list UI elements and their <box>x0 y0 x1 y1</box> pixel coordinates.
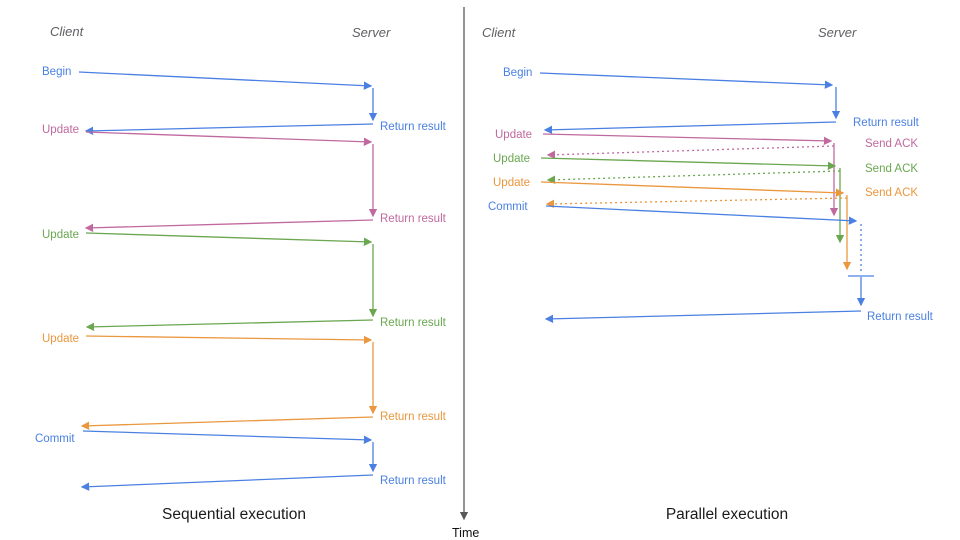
update1-return-arrow <box>84 219 374 233</box>
op-label-update2: Update <box>42 229 79 241</box>
commit-return-arrow <box>544 310 862 324</box>
update3-request-arrow <box>540 181 845 197</box>
begin-return-arrow <box>543 121 837 135</box>
begin-request-arrow <box>78 71 373 90</box>
begin-result-label: Return result <box>853 117 920 129</box>
parallel-caption: Parallel execution <box>666 506 788 523</box>
update2-request-arrow <box>540 157 837 171</box>
time-axis-label: Time <box>452 526 479 540</box>
server-header: Server <box>352 25 391 40</box>
update2-ack-arrow <box>546 170 841 185</box>
op-label-begin: Begin <box>42 66 71 78</box>
commit-return-arrow <box>80 474 374 491</box>
op-label-commit: Commit <box>488 201 528 213</box>
client-header: Client <box>50 24 85 39</box>
begin-return-arrow <box>84 123 374 136</box>
update2-return-arrow <box>85 319 374 332</box>
op-label-update3: Update <box>493 177 530 189</box>
commit-request-arrow <box>545 205 858 225</box>
op-label-update1: Update <box>42 124 79 136</box>
op-label-update1: Update <box>495 129 532 141</box>
update2-result-label: Return result <box>380 317 447 329</box>
update3-return-arrow <box>80 416 374 431</box>
commit-request-arrow <box>82 430 373 444</box>
client-header: Client <box>482 25 517 40</box>
sequential-panel: Client Server Begin Return result Update… <box>35 24 447 523</box>
parallel-panel: Client Server Begin Return result Update… <box>482 25 934 523</box>
update2-request-arrow <box>85 232 373 246</box>
update1-result-label: Return result <box>380 213 447 225</box>
update1-request-arrow <box>85 131 373 146</box>
update3-result-label: Return result <box>380 411 447 423</box>
update1-request-arrow <box>542 133 833 146</box>
commit-result-label: Return result <box>867 311 934 323</box>
op-label-update2: Update <box>493 153 530 165</box>
begin-request-arrow <box>539 72 834 89</box>
update1-ack-label: Send ACK <box>865 138 918 150</box>
op-label-begin: Begin <box>503 67 532 79</box>
commit-result-label: Return result <box>380 475 447 487</box>
server-header: Server <box>818 25 857 40</box>
update3-ack-label: Send ACK <box>865 187 918 199</box>
begin-result-label: Return result <box>380 121 447 133</box>
sequential-caption: Sequential execution <box>162 506 306 523</box>
op-label-commit: Commit <box>35 433 75 445</box>
update3-request-arrow <box>85 335 373 345</box>
update1-ack-arrow <box>546 145 835 159</box>
update3-ack-arrow <box>545 197 848 209</box>
op-label-update3: Update <box>42 333 79 345</box>
update2-ack-label: Send ACK <box>865 163 918 175</box>
